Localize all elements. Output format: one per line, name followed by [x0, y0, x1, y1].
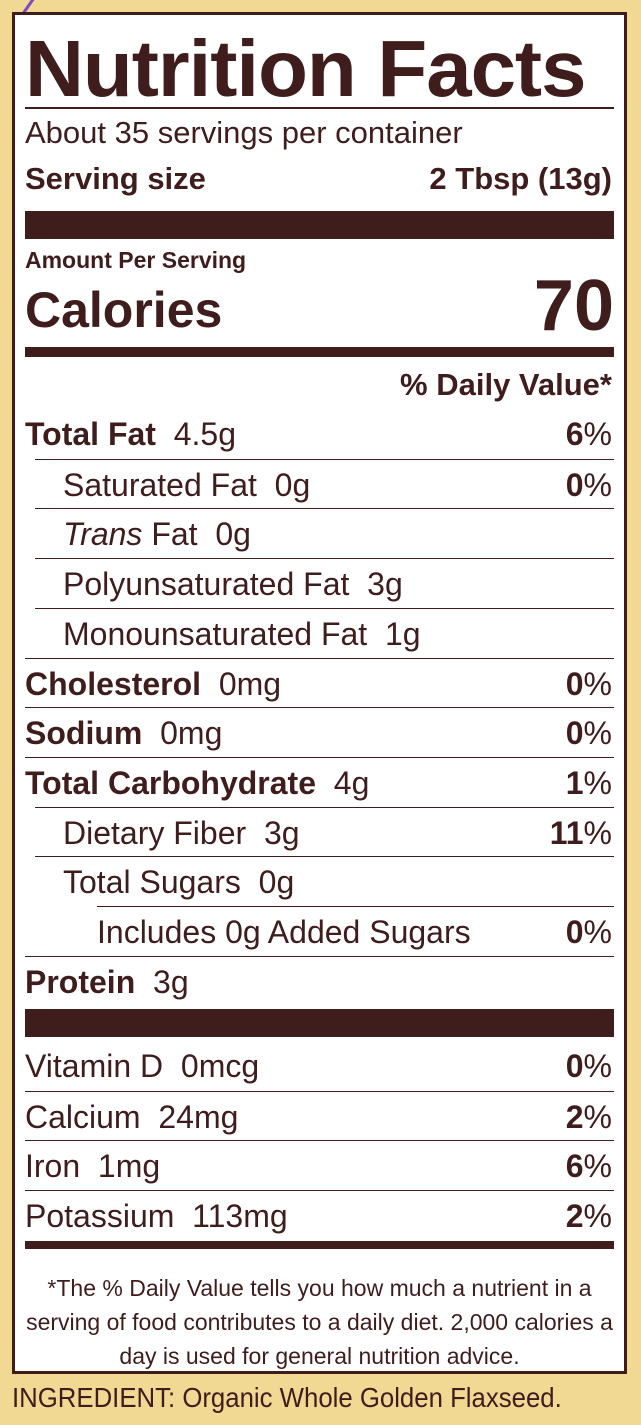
daily-value-percent: 0%	[565, 665, 612, 702]
daily-value-percent: 6%	[565, 1148, 612, 1184]
serving-size-label: Serving size	[25, 161, 206, 196]
medium-divider	[25, 1241, 614, 1249]
daily-value-percent: 11%	[549, 814, 612, 851]
nutrient-name: Calcium	[25, 1098, 141, 1135]
nutrient-row: Protein 3g	[25, 955, 614, 1007]
nutrient-name: Sodium	[25, 715, 143, 752]
daily-value-percent: 0%	[565, 1048, 612, 1084]
nutrient-row: Dietary Fiber 3g 11%	[35, 806, 614, 858]
serving-size-value: 2 Tbsp (13g)	[429, 161, 612, 196]
nutrient-amount: 3g	[153, 963, 189, 1000]
nutrient-label: Monounsaturated Fat 1g	[63, 609, 421, 659]
nutrient-row: Cholesterol 0mg 0%	[25, 657, 614, 709]
nutrient-amount: 113mg	[192, 1197, 288, 1234]
nutrient-name: Potassium	[25, 1197, 175, 1234]
nutrient-row: Saturated Fat 0g 0%	[35, 458, 614, 510]
thick-divider	[25, 211, 614, 239]
nutrient-amount: 0mg	[218, 665, 282, 702]
divider	[25, 107, 614, 109]
nutrient-amount: 0g	[215, 516, 251, 553]
medium-divider	[25, 347, 614, 357]
nutrient-label: Total Fat 4.5g	[25, 409, 236, 459]
nutrient-row: Polyunsaturated Fat 3g	[35, 558, 614, 608]
nutrient-label: Sodium 0mg	[25, 708, 222, 758]
nutrient-name: Includes 0g Added Sugars	[97, 914, 471, 950]
nutrient-name: Trans	[63, 516, 143, 553]
nutrient-amount: 1g	[384, 615, 421, 652]
nutrient-amount: 1mg	[97, 1148, 161, 1184]
nutrient-row: Potassium 113mg 2%	[25, 1189, 614, 1241]
daily-value-percent: 0%	[565, 914, 612, 950]
amount-per-serving: Amount Per Serving	[25, 247, 247, 273]
nutrient-label: Includes 0g Added Sugars	[97, 907, 471, 957]
daily-value-percent: 0%	[565, 466, 612, 503]
nutrient-amount: 3g	[263, 814, 300, 851]
daily-value-percent: 0%	[565, 715, 612, 752]
daily-value-percent: 1%	[565, 764, 612, 801]
nutrient-row: Vitamin D 0mcg 0%	[25, 1041, 614, 1091]
nutrient-name: Dietary Fiber	[63, 814, 247, 851]
ingredients: INGREDIENT: Organic Whole Golden Flaxsee…	[12, 1382, 562, 1413]
nutrient-name: Total Carbohydrate	[25, 764, 316, 801]
servings-per-container: About 35 servings per container	[25, 115, 463, 150]
nutrient-name: Vitamin D	[25, 1048, 164, 1084]
nutrient-name-suffix: Fat	[142, 516, 198, 553]
nutrient-label: Total Carbohydrate 4g	[25, 758, 369, 808]
nutrient-name: Monounsaturated Fat	[63, 615, 368, 652]
nutrient-row: Total Sugars 0g	[35, 856, 614, 906]
panel-title: Nutrition Facts	[25, 24, 586, 113]
nutrient-label: Total Sugars 0g	[63, 857, 294, 907]
nutrient-amount: 0g	[258, 864, 295, 901]
nutrient-label: Iron 1mg	[25, 1141, 160, 1191]
nutrient-row: Monounsaturated Fat 1g	[35, 607, 614, 659]
nutrient-row: Includes 0g Added Sugars 0%	[97, 906, 614, 956]
nutrient-name: Protein	[25, 963, 136, 1000]
nutrient-label: Potassium 113mg	[25, 1191, 288, 1241]
nutrient-label: Trans Fat 0g	[63, 509, 251, 559]
nutrient-row: Iron 1mg 6%	[25, 1140, 614, 1190]
calories-label: Calories	[25, 282, 223, 338]
nutrient-row: Calcium 24mg 2%	[25, 1090, 614, 1142]
nutrition-facts-panel: Nutrition Facts About 35 servings per co…	[12, 12, 627, 1374]
footnote: *The % Daily Value tells you how much a …	[26, 1275, 613, 1369]
nutrient-name: Polyunsaturated Fat	[63, 566, 350, 603]
nutrient-amount: 0mg	[160, 715, 223, 752]
nutrient-label: Vitamin D 0mcg	[25, 1041, 259, 1091]
nutrient-label: Calcium 24mg	[25, 1092, 238, 1142]
nutrient-row: Trans Fat 0g	[35, 508, 614, 558]
daily-value-percent: 6%	[565, 416, 612, 452]
nutrient-name: Saturated Fat	[63, 466, 257, 503]
nutrient-name: Iron	[25, 1148, 81, 1184]
nutrient-amount: 4g	[333, 764, 370, 801]
nutrient-row: Total Carbohydrate 4g 1%	[25, 756, 614, 808]
daily-value-percent: 2%	[565, 1098, 612, 1135]
nutrient-name: Cholesterol	[25, 665, 202, 702]
calories-value: 70	[533, 266, 614, 346]
nutrient-row: Sodium 0mg 0%	[25, 707, 614, 757]
nutrient-row: Total Fat 4.5g 6%	[25, 409, 614, 459]
nutrient-label: Cholesterol 0mg	[25, 659, 281, 709]
nutrient-amount: 0g	[274, 466, 311, 503]
nutrient-label: Protein 3g	[25, 957, 189, 1007]
nutrient-label: Polyunsaturated Fat 3g	[63, 559, 403, 609]
nutrient-name: Total Sugars	[63, 864, 241, 901]
nutrient-label: Saturated Fat 0g	[63, 460, 310, 510]
daily-value-percent: 2%	[565, 1197, 612, 1234]
thick-divider	[25, 1009, 614, 1037]
nutrient-amount: 4.5g	[173, 416, 237, 452]
daily-value-header: % Daily Value*	[400, 367, 612, 402]
nutrient-name: Total Fat	[25, 416, 156, 452]
nutrient-label: Dietary Fiber 3g	[63, 808, 300, 858]
nutrient-amount: 3g	[367, 566, 403, 603]
nutrient-amount: 0mcg	[180, 1048, 260, 1084]
nutrient-amount: 24mg	[158, 1098, 239, 1135]
